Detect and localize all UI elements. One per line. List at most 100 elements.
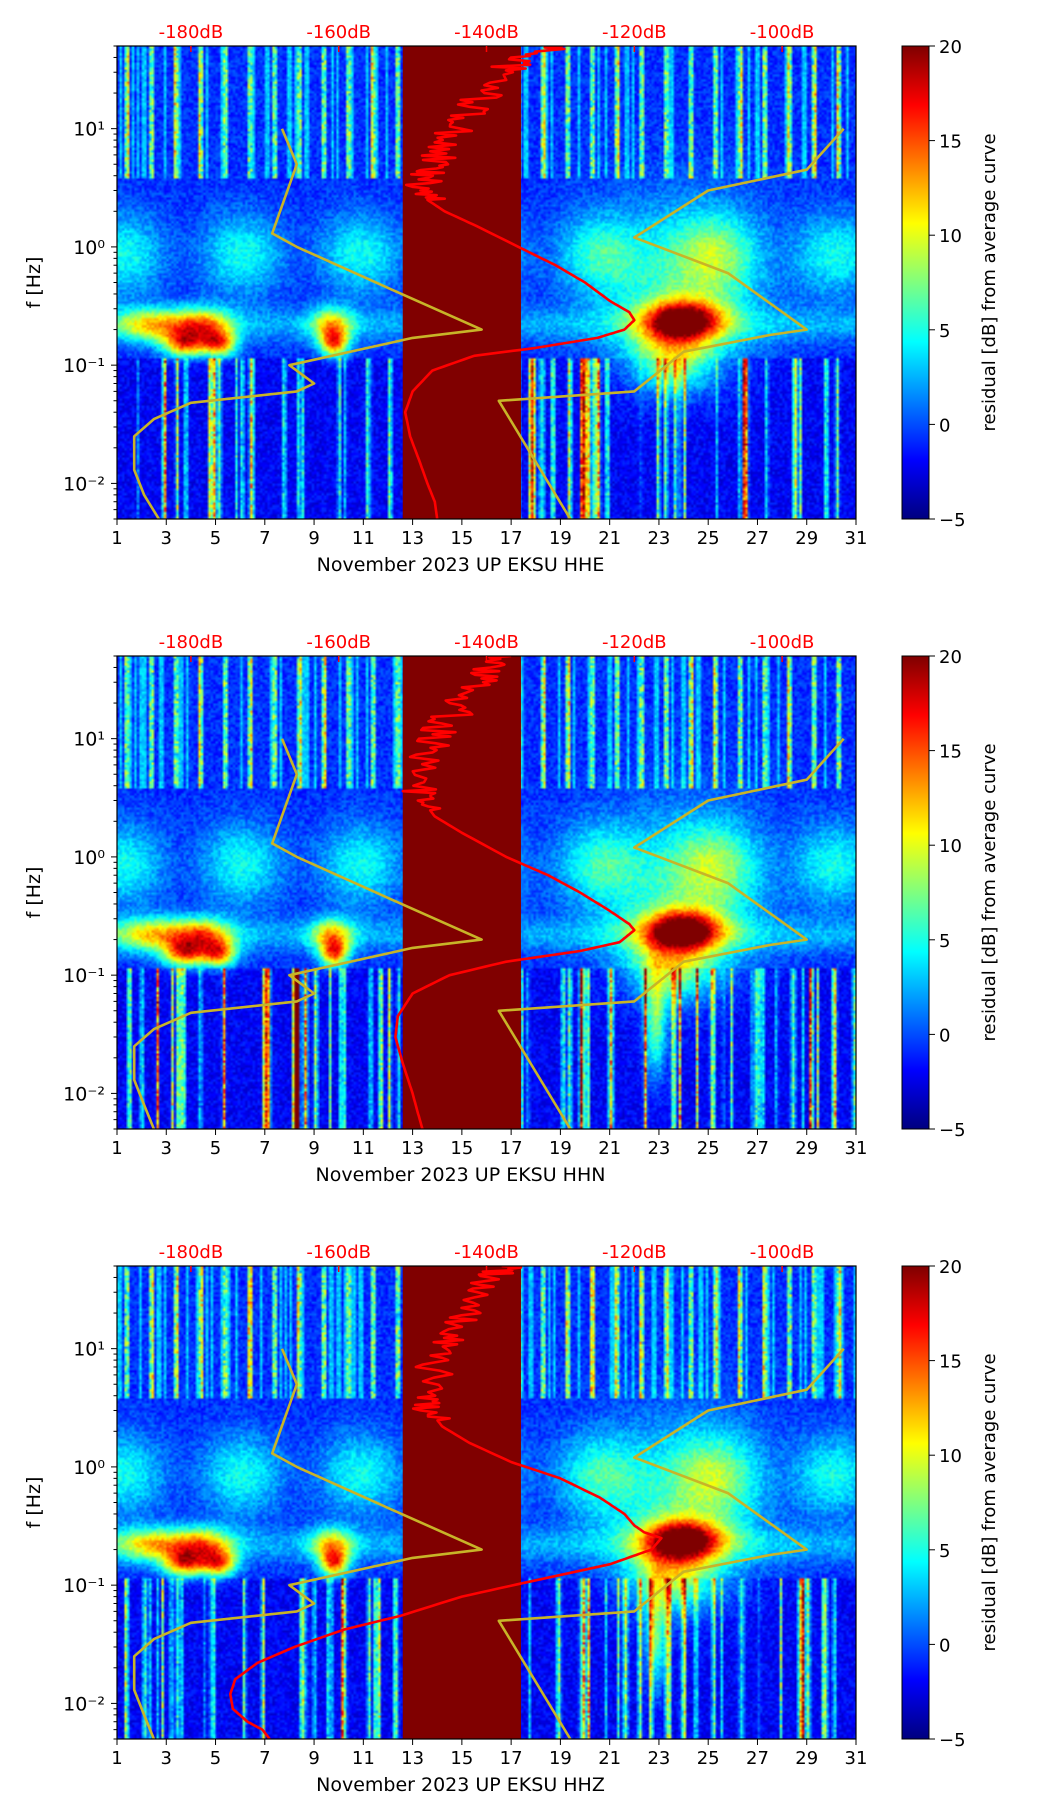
x-tick-label: 19: [549, 528, 572, 549]
x-tick-label: 21: [598, 1748, 621, 1769]
x-tick-label: 7: [259, 528, 270, 549]
x-tick-label: 31: [845, 1748, 868, 1769]
x-axis-label-hhz: November 2023 UP EKSU HHZ: [316, 1774, 605, 1796]
colorbar-tick-label: −5: [939, 1120, 966, 1141]
colorbar-tick-label: 20: [939, 37, 962, 58]
colorbar-tick-label: 15: [939, 132, 962, 153]
colorbar-gradient: [901, 1265, 930, 1740]
x-tick-label: 19: [549, 1748, 572, 1769]
x-tick-label: 29: [795, 1138, 818, 1159]
x-tick-label: 25: [697, 528, 720, 549]
x-tick-label: 15: [450, 1138, 473, 1159]
x-tick-label: 1: [111, 1748, 122, 1769]
x-tick-label: 29: [795, 528, 818, 549]
top-axis-label: -120dB: [602, 1242, 667, 1263]
y-tick-label: 10¹: [73, 729, 105, 751]
data-gap-hhe: [402, 46, 521, 519]
colorbar-label: residual [dB] from average curve: [979, 1353, 1000, 1651]
top-axis-label: -120dB: [602, 632, 667, 653]
colorbar-tick-label: 10: [939, 836, 962, 857]
x-tick-label: 5: [210, 1138, 221, 1159]
x-tick-label: 25: [697, 1138, 720, 1159]
top-axis-label: -180dB: [159, 22, 224, 43]
x-tick-label: 11: [352, 1748, 375, 1769]
x-axis-label-hhe: November 2023 UP EKSU HHE: [317, 554, 605, 576]
top-axis-label: -120dB: [602, 22, 667, 43]
colorbar-tick-label: 5: [939, 1541, 950, 1562]
top-axis-label: -140dB: [454, 22, 519, 43]
x-tick-label: 13: [401, 1138, 424, 1159]
x-tick-label: 13: [401, 1748, 424, 1769]
x-tick-label: 5: [210, 528, 221, 549]
y-tick-label: 10⁰: [73, 1457, 105, 1479]
top-axis-label: -180dB: [159, 632, 224, 653]
colorbar-hhz: 20 15 10 5 0 −5 residual [dB] from average cur…: [901, 1257, 1000, 1751]
x-tick-label: 15: [450, 1748, 473, 1769]
top-axis-label: -160dB: [306, 1242, 371, 1263]
x-tick-label: 1: [111, 528, 122, 549]
colorbar-tick-label: 5: [939, 321, 950, 342]
x-tick-label: 13: [401, 528, 424, 549]
yellow-curve-hhn-1: [132, 738, 483, 1129]
y-tick-label: 10⁰: [73, 847, 105, 869]
top-axis-label: -160dB: [306, 632, 371, 653]
x-tick-label: 23: [647, 1748, 670, 1769]
top-axis-label: -100dB: [750, 1242, 815, 1263]
y-axis-label-hhe: f [Hz]: [23, 257, 45, 309]
y-tick-label: 10⁻²: [63, 1693, 105, 1715]
x-tick-label: 9: [308, 1748, 319, 1769]
yellow-curve-hhz-1: [132, 1348, 483, 1739]
x-tick-label: 31: [845, 1138, 868, 1159]
x-tick-label: 9: [308, 1138, 319, 1159]
x-tick-label: 31: [845, 528, 868, 549]
colorbar-gradient: [901, 655, 930, 1130]
top-axis-label: -100dB: [750, 632, 815, 653]
x-tick-label: 3: [161, 528, 172, 549]
top-axis-label: -160dB: [306, 22, 371, 43]
x-tick-label: 21: [598, 528, 621, 549]
colorbar-tick-label: 20: [939, 1257, 962, 1278]
y-tick-label: 10⁻²: [63, 473, 105, 495]
x-tick-label: 17: [500, 528, 523, 549]
x-tick-label: 11: [352, 528, 375, 549]
x-tick-label: 11: [352, 1138, 375, 1159]
colorbar-hhe: 20 15 10 5 0 −5 residual [dB] from average cur…: [901, 37, 1000, 531]
colorbar-tick-label: −5: [939, 510, 966, 531]
red-curve-hhe: [403, 46, 636, 519]
x-tick-label: 7: [259, 1138, 270, 1159]
x-tick-label: 23: [647, 528, 670, 549]
x-tick-label: 27: [746, 528, 769, 549]
x-tick-label: 9: [308, 528, 319, 549]
colorbar-hhn: 20 15 10 5 0 −5 residual [dB] from average cur…: [901, 647, 1000, 1141]
x-tick-label: 5: [210, 1748, 221, 1769]
colorbar-tick-label: 20: [939, 647, 962, 668]
x-tick-label: 3: [161, 1748, 172, 1769]
top-axis-label: -180dB: [159, 1242, 224, 1263]
x-tick-label: 29: [795, 1748, 818, 1769]
x-tick-label: 27: [746, 1138, 769, 1159]
y-tick-label: 10¹: [73, 119, 105, 141]
y-tick-label: 10⁰: [73, 237, 105, 259]
y-tick-label: 10⁻²: [63, 1083, 105, 1105]
x-tick-label: 3: [161, 1138, 172, 1159]
x-tick-label: 23: [647, 1138, 670, 1159]
x-tick-label: 7: [259, 1748, 270, 1769]
x-tick-label: 17: [500, 1748, 523, 1769]
colorbar-tick-label: 10: [939, 1446, 962, 1467]
top-axis-label: -140dB: [454, 632, 519, 653]
colorbar-tick-label: 10: [939, 226, 962, 247]
x-tick-label: 25: [697, 1748, 720, 1769]
colorbar-tick-label: 0: [939, 415, 950, 436]
y-tick-label: 10⁻¹: [63, 355, 105, 377]
colorbar-tick-label: 5: [939, 931, 950, 952]
x-tick-label: 21: [598, 1138, 621, 1159]
x-axis-label-hhn: November 2023 UP EKSU HHN: [316, 1164, 606, 1186]
colorbar-label: residual [dB] from average curve: [979, 743, 1000, 1041]
y-tick-label: 10⁻¹: [63, 1575, 105, 1597]
data-gap-hhz: [402, 1266, 521, 1739]
x-tick-label: 17: [500, 1138, 523, 1159]
x-tick-label: 27: [746, 1748, 769, 1769]
